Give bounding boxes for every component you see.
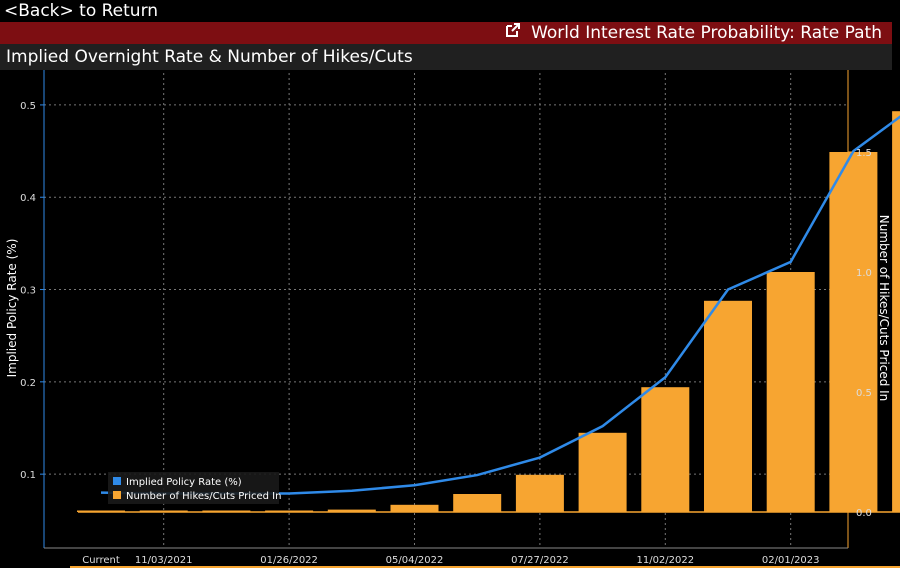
y-tick-label: 0.5 [20,101,36,112]
header-bar: World Interest Rate Probability: Rate Pa… [0,22,892,44]
y2-tick-label: 0.5 [856,388,872,399]
bar-hikes-cuts [453,494,502,512]
bar-hikes-cuts [892,111,900,512]
bar-hikes-cuts [515,474,564,512]
y-tick-label: 0.2 [20,378,36,389]
footer-strip [70,566,900,568]
legend-box [108,472,279,504]
top-bar: <Back> to Return [0,0,900,22]
y2-axis-title: Number of Hikes/Cuts Priced In [877,215,891,402]
x-tick-label: Current [82,555,120,566]
y2-tick-label: 0.0 [856,508,872,519]
x-tick-label: 11/03/2021 [135,555,193,566]
header-title: World Interest Rate Probability: Rate Pa… [531,23,882,43]
y-tick-label: 0.1 [20,470,36,481]
bar-hikes-cuts [829,152,878,512]
bar-hikes-cuts [327,509,376,512]
bar-hikes-cuts [641,387,690,512]
x-tick-label: 01/26/2022 [260,555,318,566]
y-tick-label: 0.4 [20,193,36,204]
x-tick-label: 07/27/2022 [511,555,569,566]
y-axis-title: Implied Policy Rate (%) [5,239,19,378]
legend-label-hikes: Number of Hikes/Cuts Priced In [126,491,281,502]
launch-icon[interactable] [505,22,521,44]
x-tick-label: 11/02/2022 [636,555,694,566]
bar-hikes-cuts [578,432,627,512]
back-link[interactable]: <Back> to Return [4,1,159,21]
legend-label-rate: Implied Policy Rate (%) [126,477,242,488]
bar-hikes-cuts [390,504,439,512]
bar-hikes-cuts [766,272,815,512]
rate-path-chart: 0.1 0.2 0.3 0.4 0.5 0.0 0.5 1.0 1.5 Current 11/03/… [5,70,900,566]
x-tick-label: 02/01/2023 [762,555,820,566]
y2-tick-label: 1.5 [856,148,872,159]
bar-hikes-cuts [704,300,752,512]
legend-swatch-bar [113,491,121,499]
y2-tick-label: 1.0 [856,268,872,279]
header-title-group: World Interest Rate Probability: Rate Pa… [505,22,882,44]
legend-swatch-line [113,477,121,485]
subheader-bar: Implied Overnight Rate & Number of Hikes… [0,44,892,70]
chart-title: Implied Overnight Rate & Number of Hikes… [6,47,413,67]
y-tick-label: 0.3 [20,286,36,297]
x-tick-label: 05/04/2022 [386,555,444,566]
